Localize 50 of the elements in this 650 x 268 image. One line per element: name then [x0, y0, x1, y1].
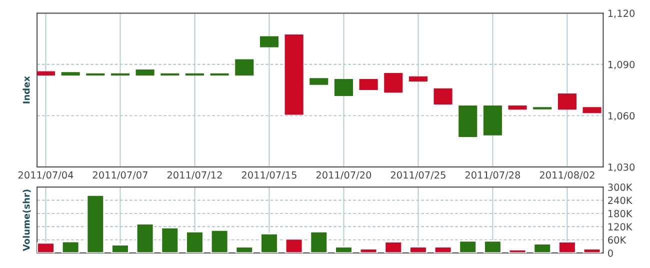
bar	[61, 240, 80, 253]
bar	[484, 240, 502, 253]
bar	[582, 248, 602, 253]
bar	[533, 243, 552, 253]
x-tick-label: 2011/07/25	[390, 171, 446, 180]
bar	[160, 227, 180, 253]
bar	[210, 229, 229, 253]
bar	[558, 241, 576, 253]
y-axis-title: Index	[22, 76, 30, 104]
bar	[384, 241, 403, 253]
y-tick-label: 180K	[608, 210, 633, 218]
y-axis-title: Volume(shr)	[22, 190, 31, 252]
bar	[508, 249, 527, 253]
y-tick-label: 300K	[608, 184, 633, 191]
y-tick-label: 60K	[608, 236, 626, 244]
y-tick-label: 1,090	[608, 60, 635, 70]
bar	[136, 223, 154, 253]
x-tick-label: 2011/07/28	[465, 171, 520, 180]
y-tick-label: 1,120	[608, 10, 635, 18]
bar	[86, 194, 105, 253]
x-tick-label: 2011/07/07	[92, 171, 148, 180]
x-tick-label: 2011/07/15	[242, 171, 296, 180]
x-tick-label: 2011/07/20	[316, 171, 372, 180]
bar	[359, 248, 378, 253]
x-tick-label: 2011/08/02	[540, 171, 594, 180]
candlestick	[359, 78, 378, 90]
bar	[310, 230, 328, 253]
y-tick-label: 120K	[608, 223, 633, 230]
bar	[334, 246, 353, 253]
y-tick-label: 1,060	[608, 112, 635, 121]
candlestick	[384, 72, 403, 93]
y-tick-label: 240K	[608, 196, 633, 204]
candlestick	[260, 36, 278, 48]
candlestick	[334, 78, 353, 96]
y-tick-label: 0	[608, 249, 613, 257]
x-tick-label: 2011/07/12	[167, 171, 222, 180]
bar	[186, 230, 204, 253]
candlestick	[558, 93, 576, 110]
x-tick-label: 2011/07/04	[18, 171, 74, 180]
y-tick-label: 1,030	[608, 163, 635, 172]
bar	[235, 246, 254, 253]
bar	[409, 246, 428, 253]
bar	[111, 244, 130, 253]
bar	[458, 240, 478, 253]
candlestick	[434, 88, 452, 105]
bar	[260, 232, 278, 253]
bar	[37, 242, 55, 253]
candlestick	[235, 59, 254, 76]
bar	[284, 238, 304, 253]
bar	[434, 246, 452, 253]
